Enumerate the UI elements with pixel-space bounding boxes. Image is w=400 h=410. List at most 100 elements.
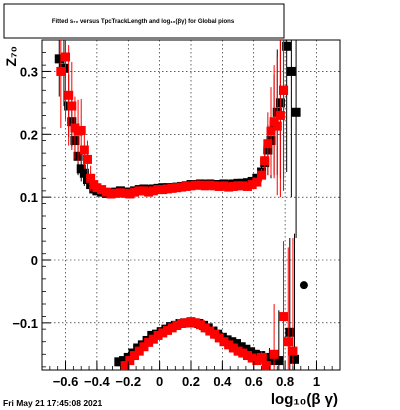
- data-point: [172, 183, 182, 193]
- data-point: [269, 349, 279, 359]
- data-point: [120, 361, 130, 371]
- y-axis-title: Z₇₀: [3, 46, 19, 66]
- data-point: [283, 337, 293, 347]
- data-point: [219, 181, 229, 191]
- data-point: [125, 356, 135, 366]
- data-point: [148, 186, 158, 196]
- data-point: [61, 52, 71, 62]
- data-point: [54, 54, 64, 64]
- data-point: [153, 330, 163, 340]
- data-point: [279, 85, 289, 95]
- x-tick-label: −0.4: [84, 374, 110, 389]
- data-point: [111, 188, 121, 198]
- data-point: [279, 312, 289, 322]
- data-point: [228, 181, 238, 191]
- x-tick-label: 0.6: [245, 374, 263, 389]
- data-point: [158, 185, 168, 195]
- data-point: [92, 183, 102, 193]
- x-tick-label: 0.4: [213, 374, 232, 389]
- data-point: [125, 189, 135, 199]
- data-point: [130, 187, 140, 197]
- data-point: [247, 353, 257, 363]
- data-point: [257, 170, 267, 180]
- data-point: [238, 348, 248, 358]
- data-point: [200, 323, 210, 333]
- data-point: [148, 334, 158, 344]
- data-point: [120, 188, 130, 198]
- data-point: [242, 351, 252, 361]
- data-point: [286, 66, 296, 76]
- data-point: [56, 66, 66, 76]
- data-point: [158, 328, 168, 338]
- data-point: [228, 343, 238, 353]
- y-tick-label: 0.2: [20, 127, 38, 142]
- data-point: [233, 181, 243, 191]
- x-tick-label: 0.2: [182, 374, 200, 389]
- data-point: [115, 188, 125, 198]
- data-point: [76, 126, 86, 136]
- data-point: [172, 320, 182, 330]
- data-point: [195, 180, 205, 190]
- data-point: [205, 180, 215, 190]
- y-tick-label: 0.1: [20, 190, 38, 205]
- data-point: [130, 351, 140, 361]
- data-point: [261, 361, 271, 371]
- chart-title: Fitted s₇₀ versus TpcTrackLength and log…: [52, 19, 235, 25]
- data-point: [177, 318, 187, 328]
- data-point: [264, 356, 274, 366]
- data-series: [54, 40, 308, 371]
- data-point: [134, 346, 144, 356]
- y-tick-label: 0: [31, 253, 38, 268]
- x-tick-label: −0.2: [115, 374, 141, 389]
- data-point: [285, 327, 295, 337]
- data-point: [257, 352, 267, 362]
- data-point: [210, 329, 220, 339]
- x-tick-label: 0.8: [276, 374, 294, 389]
- data-point: [181, 181, 191, 191]
- data-point: [242, 181, 252, 191]
- data-point: [97, 185, 107, 195]
- title-box: [3, 3, 285, 39]
- x-axis-title: log₁₀(β γ): [271, 391, 338, 408]
- data-point: [210, 181, 220, 191]
- data-point: [191, 180, 201, 190]
- data-point: [79, 168, 89, 178]
- y-tick-label: −0.1: [12, 316, 38, 331]
- data-point: [200, 181, 210, 191]
- data-point: [134, 186, 144, 196]
- data-point: [162, 184, 172, 194]
- data-point: [139, 342, 149, 352]
- data-point: [195, 320, 205, 330]
- data-point: [272, 121, 282, 131]
- data-point: [64, 90, 74, 100]
- data-point: [186, 181, 196, 191]
- data-point: [224, 182, 234, 192]
- data-point: [67, 101, 77, 111]
- data-point: [82, 154, 92, 164]
- timestamp: Fri May 21 17:45:08 2021: [3, 398, 103, 408]
- data-point: [275, 110, 285, 120]
- data-point: [119, 356, 129, 366]
- data-point: [106, 189, 116, 199]
- data-point: [224, 340, 234, 350]
- data-point: [291, 107, 301, 117]
- data-point: [266, 126, 276, 136]
- data-point: [263, 139, 273, 149]
- data-point: [153, 185, 163, 195]
- data-point: [177, 182, 187, 192]
- data-point: [139, 186, 149, 196]
- data-point: [233, 346, 243, 356]
- data-point: [247, 180, 257, 190]
- data-point: [186, 317, 196, 327]
- data-point: [167, 183, 177, 193]
- data-point: [290, 354, 300, 364]
- data-point: [205, 326, 215, 336]
- data-point: [181, 318, 191, 328]
- data-point: [86, 173, 96, 183]
- axis-ticks: −0.6 −0.4 −0.2 0 0.2 0.4 0.6 0.8 1 −0.1 0 0.1 0.2 0.3: [12, 52, 333, 389]
- data-point: [252, 177, 262, 187]
- data-point: [144, 187, 154, 197]
- data-point: [238, 181, 248, 191]
- data-point: [260, 156, 270, 166]
